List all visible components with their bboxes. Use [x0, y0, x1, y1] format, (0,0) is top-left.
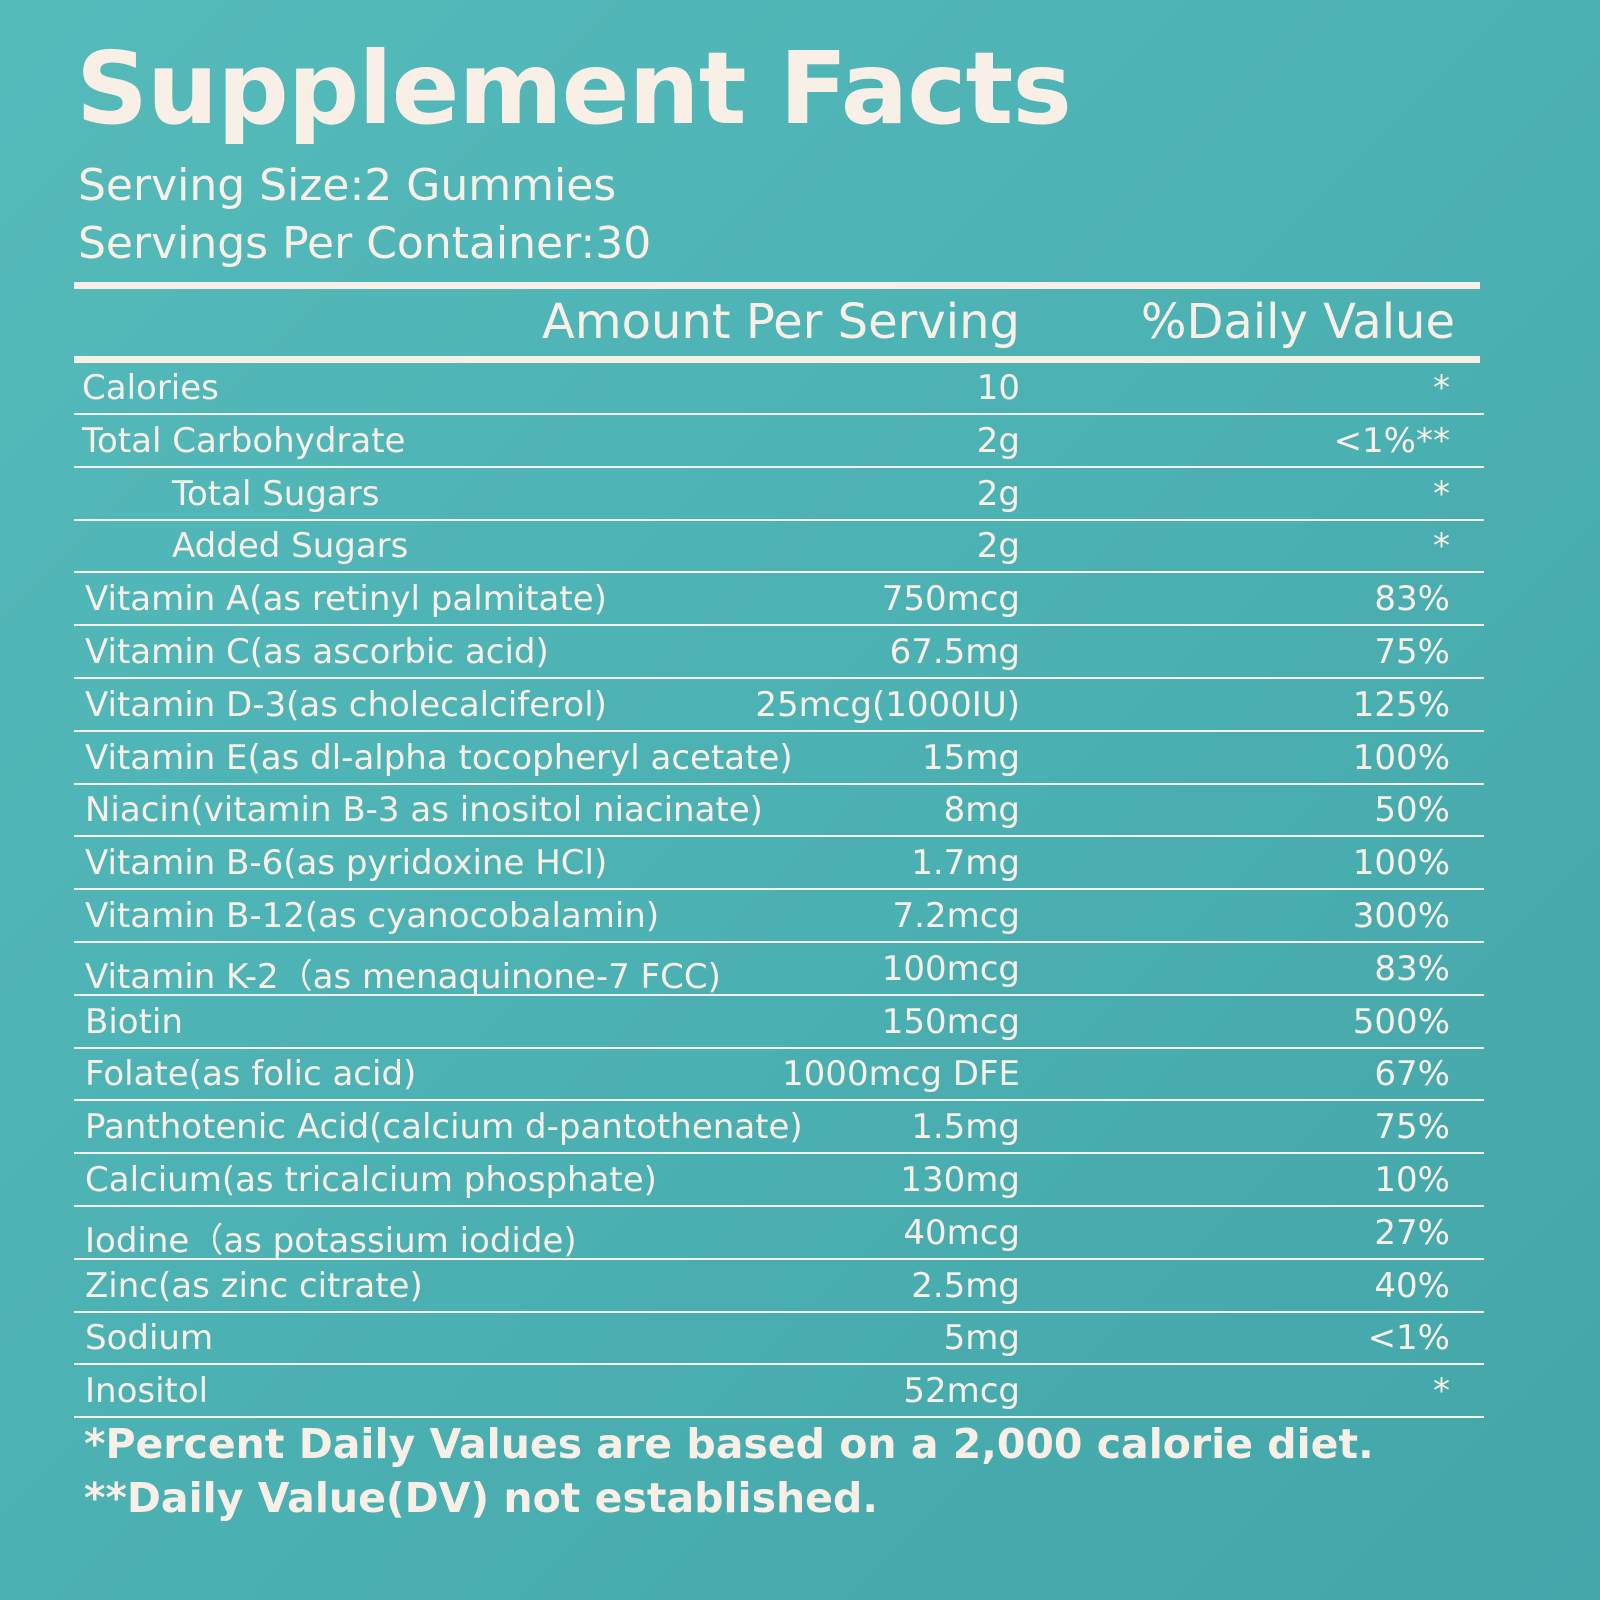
nutrient-name: Sodium	[85, 1318, 214, 1359]
amount: 15mg	[922, 737, 1020, 778]
table-row: Added Sugars 2g *	[74, 520, 1484, 574]
table-row: Vitamin B-6(as pyridoxine HCl) 1.7mg 100%	[74, 837, 1484, 891]
table-row: Vitamin B-12(as cyanocobalamin) 7.2mcg 300…	[74, 890, 1484, 943]
amount: 2g	[976, 473, 1020, 514]
daily-value: 83%	[1374, 948, 1450, 989]
table-row: Vitamin D-3(as cholecalciferol) 25mcg(100…	[74, 679, 1484, 732]
table-row: Calories 10 *	[74, 362, 1484, 415]
nutrient-name: Vitamin B-12(as cyanocobalamin)	[85, 896, 660, 936]
table-row: Panthotenic Acid(calcium d-pantothenate)…	[74, 1101, 1484, 1155]
daily-value: <1%**	[1333, 420, 1450, 461]
nutrient-name: Vitamin D-3(as cholecalciferol)	[85, 684, 607, 725]
title: Supplement Facts	[76, 30, 1072, 147]
daily-value: 50%	[1374, 790, 1450, 831]
footnote: **Daily Value(DV) not established.	[84, 1474, 878, 1522]
table-row: Total Carbohydrate 2g <1%**	[74, 415, 1484, 468]
table-row: Zinc(as zinc citrate) 2.5mg 40%	[74, 1260, 1484, 1313]
table-row: Vitamin A(as retinyl palmitate) 750mcg 83%	[74, 573, 1484, 627]
daily-value: 100%	[1352, 737, 1450, 778]
daily-value: 67%	[1374, 1054, 1450, 1095]
nutrient-name: Niacin(vitamin B-3 as inositol niacinate…	[85, 790, 763, 831]
amount: 1000mcg DFE	[782, 1054, 1020, 1095]
amount: 8mg	[943, 790, 1020, 831]
daily-value: *	[1433, 1371, 1450, 1412]
nutrient-name: Zinc(as zinc citrate)	[85, 1265, 423, 1306]
daily-value: 10%	[1374, 1160, 1450, 1200]
amount: 150mcg	[881, 1001, 1020, 1042]
amount: 52mcg	[903, 1371, 1020, 1412]
table-row: Vitamin K-2（as menaquinone-7 FCC) 100mcg 8…	[74, 943, 1484, 997]
nutrient-name: Calcium(as tricalcium phosphate)	[85, 1160, 657, 1200]
amount: 100mcg	[881, 948, 1020, 989]
table-row: Vitamin E(as dl-alpha tocopheryl acetate…	[74, 732, 1484, 785]
nutrient-name: Biotin	[85, 1001, 183, 1042]
table-row: Biotin 150mcg 500%	[74, 996, 1484, 1049]
nutrient-name: Vitamin C(as ascorbic acid)	[85, 632, 549, 672]
nutrient-name: Inositol	[85, 1371, 209, 1412]
amount: 2g	[976, 420, 1020, 461]
nutrient-name: Panthotenic Acid(calcium d-pantothenate)	[85, 1107, 803, 1148]
column-header: %Daily Value	[1140, 294, 1455, 350]
daily-value: *	[1433, 526, 1450, 567]
table-row: Calcium(as tricalcium phosphate) 130mg 10%	[74, 1154, 1484, 1207]
column-header: Amount Per Serving	[541, 294, 1020, 350]
table-row: Iodine（as potassium iodide) 40mcg 27%	[74, 1207, 1484, 1261]
divider	[74, 282, 1480, 289]
amount: 750mcg	[881, 579, 1020, 620]
amount: 10	[976, 368, 1020, 408]
serving-size: Serving Size:2 Gummies	[78, 160, 617, 211]
table-row: Niacin(vitamin B-3 as inositol niacinate…	[74, 784, 1484, 838]
divider	[74, 356, 1480, 363]
footnote: *Percent Daily Values are based on a 2,0…	[84, 1420, 1374, 1468]
nutrient-name: Vitamin E(as dl-alpha tocopheryl acetate…	[85, 737, 793, 778]
nutrient-name: Vitamin A(as retinyl palmitate)	[85, 579, 607, 620]
daily-value: 75%	[1374, 632, 1450, 672]
table-row: Sodium 5mg <1%	[74, 1312, 1484, 1366]
nutrient-name: Folate(as folic acid)	[85, 1054, 417, 1095]
nutrient-name: Iodine（as potassium iodide)	[85, 1220, 577, 1261]
daily-value: 27%	[1374, 1212, 1450, 1253]
nutrient-name: Vitamin K-2（as menaquinone-7 FCC)	[85, 956, 721, 997]
amount: 40mcg	[903, 1212, 1020, 1253]
daily-value: 125%	[1352, 684, 1450, 725]
amount: 67.5mg	[889, 632, 1020, 672]
amount: 7.2mcg	[892, 896, 1020, 936]
amount: 2.5mg	[911, 1265, 1020, 1306]
servings-per-container: Servings Per Container:30	[78, 218, 652, 269]
table-row: Total Sugars 2g *	[74, 468, 1484, 521]
amount: 25mcg(1000IU)	[755, 684, 1020, 725]
daily-value: *	[1433, 473, 1450, 514]
nutrient-name: Total Carbohydrate	[82, 420, 406, 461]
nutrient-name: Calories	[82, 368, 219, 408]
daily-value: 75%	[1374, 1107, 1450, 1148]
daily-value: *	[1433, 368, 1450, 408]
daily-value: <1%	[1367, 1318, 1450, 1359]
amount: 1.7mg	[911, 843, 1020, 884]
daily-value: 83%	[1374, 579, 1450, 620]
nutrient-name: Vitamin B-6(as pyridoxine HCl)	[85, 843, 608, 884]
amount: 130mg	[900, 1160, 1020, 1200]
amount: 1.5mg	[911, 1107, 1020, 1148]
amount: 5mg	[943, 1318, 1020, 1359]
table-row: Vitamin C(as ascorbic acid) 67.5mg 75%	[74, 626, 1484, 679]
table-row: Inositol 52mcg *	[74, 1365, 1484, 1419]
daily-value: 500%	[1352, 1001, 1450, 1042]
daily-value: 300%	[1352, 896, 1450, 936]
nutrient-name: Added Sugars	[172, 526, 409, 567]
daily-value: 100%	[1352, 843, 1450, 884]
nutrient-name: Total Sugars	[172, 473, 380, 514]
table-row: Folate(as folic acid) 1000mcg DFE 67%	[74, 1048, 1484, 1102]
daily-value: 40%	[1374, 1265, 1450, 1306]
amount: 2g	[976, 526, 1020, 567]
